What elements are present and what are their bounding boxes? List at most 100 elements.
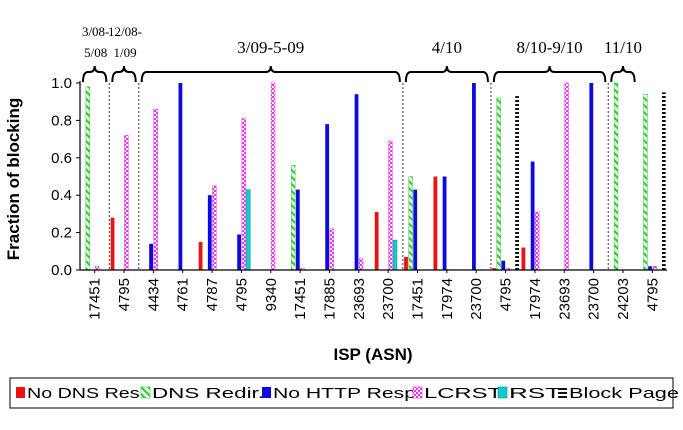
legend-swatch-lcrst (412, 386, 423, 399)
period-label: 11/10 (604, 38, 642, 57)
bar-no-dns-res (492, 268, 496, 270)
x-tick-label: 24203 (615, 278, 632, 320)
bar-no-dns-res (110, 217, 115, 270)
bar-rst (246, 189, 251, 271)
bar-dns-redir (613, 82, 619, 271)
period-brace (404, 65, 489, 83)
x-tick-label: 17974 (439, 278, 456, 320)
x-tick-label: 23700 (380, 278, 397, 320)
bar-no-dns-res (404, 256, 408, 270)
x-tick-label: 4795 (233, 278, 250, 311)
bar-no-dns-res (521, 247, 526, 270)
y-tick-label: 1.0 (51, 75, 72, 92)
bar-lcrst (388, 140, 393, 271)
y-tick-label: 0.2 (51, 225, 72, 242)
period-brace (140, 65, 401, 83)
period-label: 3/09-5-09 (237, 38, 304, 57)
x-tick-label: 4795 (644, 278, 661, 311)
bar-no-http-resp (178, 83, 183, 270)
legend-label-dns-redir: DNS Redir. (152, 385, 264, 402)
y-tick-label: 0.8 (51, 112, 72, 129)
bar-lcrst (212, 185, 217, 271)
legend-swatch-no-http-resp (262, 387, 271, 398)
x-axis-ticks: 17451 4795 4434 4761 4787 4795 9340 17451 17885 2… (87, 270, 661, 320)
x-tick-label: 17451 (292, 278, 309, 320)
legend-label-no-dns-res: No DNS Res. (27, 385, 145, 402)
bar-lcrst (270, 82, 276, 271)
bar-no-http-resp (207, 195, 212, 270)
x-tick-label: 17451 (410, 278, 427, 320)
bar-no-http-resp (472, 83, 476, 270)
x-tick-label: 4795 (116, 278, 133, 311)
bar-no-http-resp (295, 189, 300, 270)
legend-swatch-no-dns-res (16, 387, 25, 398)
period-label: 4/10 (432, 38, 462, 57)
bars (85, 82, 666, 271)
x-tick-label: 17451 (87, 278, 104, 320)
period-separators (108, 83, 609, 270)
x-tick-label: 23700 (468, 278, 485, 320)
bar-dns-redir (496, 97, 501, 271)
period-brace (492, 65, 607, 83)
x-axis-title: ISP (ASN) (333, 345, 412, 364)
bar-no-dns-res (198, 241, 203, 270)
legend-label-lcrst: LCRST (424, 385, 502, 402)
bar-no-dns-res (374, 212, 379, 270)
period-label: 1/09 (113, 45, 136, 60)
legend: No DNS Res. DNS Redir. No HTTP Resp LCRST RS… (9, 377, 679, 409)
x-tick-label: 4434 (145, 278, 162, 311)
bar-no-http-resp (325, 124, 330, 270)
x-tick-label: 17885 (321, 278, 338, 320)
period-label: 5/08 (84, 45, 107, 60)
period-label: 8/10-9/10 (517, 38, 583, 57)
period-brace (111, 65, 137, 83)
bar-no-http-resp (237, 234, 242, 270)
bar-rst (392, 239, 398, 271)
bar-lcrst (564, 82, 569, 271)
legend-label-no-http-resp: No HTTP Resp (273, 385, 416, 402)
bar-lcrst (358, 258, 364, 271)
y-axis-title: Fraction of blocking (4, 98, 23, 260)
bar-no-http-resp (648, 266, 652, 270)
bar-lcrst (124, 135, 129, 271)
bar-lcrst (535, 211, 540, 271)
x-tick-label: 23693 (556, 278, 573, 320)
bar-lcrst (241, 118, 246, 271)
x-tick-label: 4761 (175, 278, 192, 311)
bar-no-http-resp (589, 83, 594, 270)
period-brace (82, 65, 108, 83)
x-tick-label: 9340 (263, 278, 280, 311)
plot-frame (79, 81, 667, 271)
x-tick-label: 17974 (527, 278, 544, 320)
x-tick-label: 23693 (351, 278, 368, 320)
bar-no-http-resp (530, 161, 535, 270)
legend-label-block-page: Block Page (569, 385, 679, 402)
legend-swatch-rst (497, 386, 508, 399)
y-tick-label: 0.4 (51, 187, 72, 204)
bar-no-http-resp (413, 189, 418, 270)
bar-block-page (661, 92, 666, 270)
bar-no-http-resp (149, 243, 153, 270)
bar-no-http-resp (354, 94, 359, 270)
bar-no-http-resp (442, 176, 447, 270)
bar-dns-redir (408, 176, 413, 271)
period-label: 12/08- (108, 24, 142, 39)
bar-lcrst (329, 228, 334, 271)
legend-label-rst: RST (509, 385, 561, 402)
period-brace (610, 65, 636, 83)
legend-swatch-block-page (558, 387, 567, 398)
bar-dns-redir (643, 93, 648, 271)
y-tick-label: 0.6 (51, 150, 72, 167)
bar-no-http-resp (501, 260, 506, 270)
bar-block-page (515, 96, 519, 270)
bar-no-dns-res (433, 176, 438, 270)
bar-dns-redir (85, 86, 90, 271)
bar-lcrst (153, 108, 158, 271)
x-tick-label: 4787 (204, 278, 221, 311)
period-label: 3/08- (82, 24, 109, 39)
x-tick-label: 23700 (586, 278, 603, 320)
bar-dns-redir (291, 165, 296, 271)
y-axis-ticks: 0.0 0.2 0.4 0.6 0.8 1.0 (51, 75, 80, 279)
